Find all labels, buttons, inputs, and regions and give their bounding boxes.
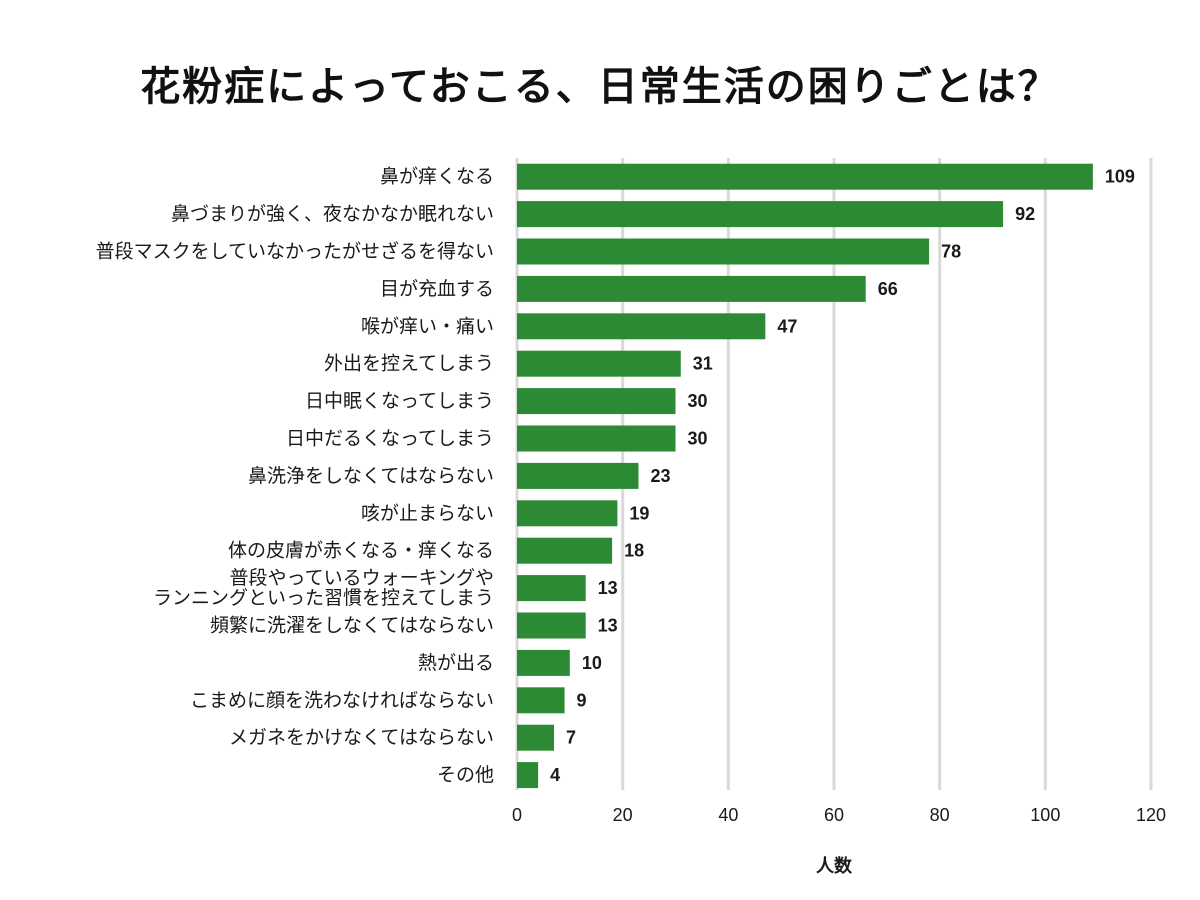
value-label: 66 — [878, 279, 898, 299]
category-label: 咳が止まらない — [361, 502, 494, 524]
bar — [517, 238, 930, 265]
category-label: 日中だるくなってしまう — [286, 428, 494, 450]
bar — [517, 500, 618, 527]
category-label: 日中眠くなってしまう — [305, 390, 494, 412]
value-label: 109 — [1105, 167, 1135, 187]
bar — [517, 350, 681, 377]
bar — [517, 724, 554, 751]
x-tick-label: 60 — [824, 805, 844, 825]
value-label: 7 — [566, 728, 576, 748]
category-label: 喉が痒い・痛い — [361, 315, 494, 337]
value-label: 30 — [688, 429, 708, 449]
category-label: 鼻が痒くなる — [380, 166, 494, 188]
bar — [517, 762, 539, 789]
bar — [517, 313, 766, 340]
bar — [517, 612, 586, 639]
category-label: こまめに顔を洗わなければならない — [190, 689, 494, 711]
value-label: 13 — [598, 578, 618, 598]
value-label: 92 — [1015, 204, 1035, 224]
x-axis-title: 人数 — [816, 855, 853, 877]
category-label: 普段やっているウォーキングやランニングといった習慣を控えてしまう — [153, 567, 494, 609]
category-label: 熱が出る — [418, 652, 494, 674]
category-label: その他 — [437, 764, 494, 786]
x-tick-label: 80 — [930, 805, 950, 825]
value-label: 30 — [688, 391, 708, 411]
category-label-line: ランニングといった習慣を控えてしまう — [153, 587, 494, 609]
value-label: 23 — [651, 466, 671, 486]
x-tick-label: 120 — [1136, 805, 1166, 825]
value-label: 78 — [941, 242, 961, 262]
category-label: 普段マスクをしていなかったがせざるを得ない — [96, 240, 494, 263]
category-label: メガネをかけなくてはならない — [229, 727, 494, 749]
value-label: 13 — [598, 616, 618, 636]
category-label: 目が充血する — [380, 278, 494, 300]
value-label: 9 — [577, 690, 587, 710]
x-tick-label: 0 — [512, 805, 522, 825]
x-tick-label: 40 — [718, 805, 738, 825]
bar — [517, 425, 676, 452]
category-label: 鼻洗浄をしなくてはならない — [248, 465, 494, 487]
category-label-line: 普段やっているウォーキングや — [230, 567, 494, 589]
category-label: 頻繁に洗濯をしなくてはならない — [210, 615, 494, 637]
bar — [517, 462, 639, 489]
bar — [517, 163, 1093, 190]
category-label: 体の皮膚が赤くなる・痒くなる — [228, 540, 494, 562]
value-label: 19 — [629, 503, 649, 523]
bar — [517, 201, 1004, 228]
bar — [517, 388, 676, 415]
category-label: 外出を控えてしまう — [324, 353, 494, 375]
bar — [517, 275, 866, 302]
bar — [517, 649, 570, 676]
bar — [517, 575, 586, 602]
value-label: 18 — [624, 541, 644, 561]
category-label: 鼻づまりが強く、夜なかなか眠れない — [171, 203, 494, 225]
bar — [517, 687, 565, 714]
x-tick-label: 100 — [1030, 805, 1060, 825]
chart-title: 花粉症によっておこる、日常生活の困りごとは？ — [140, 64, 1060, 110]
bar — [517, 537, 613, 564]
value-label: 31 — [693, 354, 713, 374]
value-label: 10 — [582, 653, 602, 673]
x-tick-label: 20 — [613, 805, 633, 825]
value-label: 4 — [550, 765, 560, 785]
value-label: 47 — [777, 316, 797, 336]
